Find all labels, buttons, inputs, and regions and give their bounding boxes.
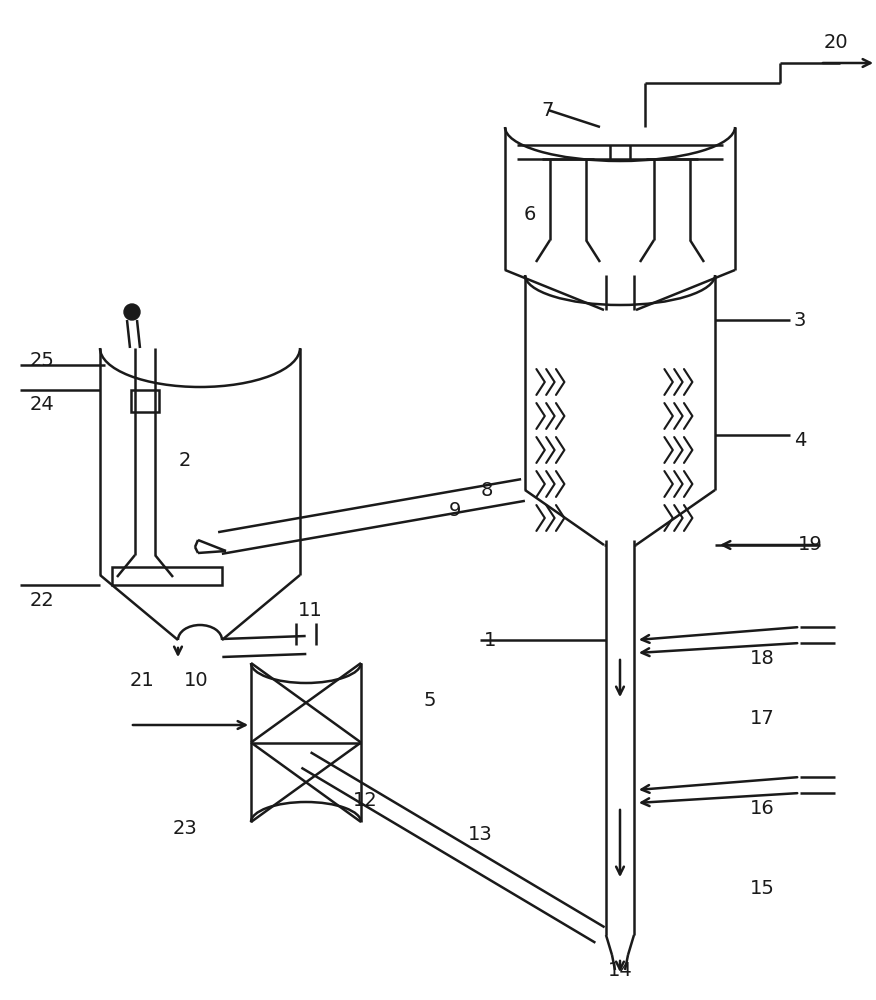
- Text: 11: 11: [298, 600, 322, 619]
- Text: 12: 12: [353, 790, 378, 810]
- Text: 6: 6: [524, 206, 536, 225]
- Text: 19: 19: [798, 536, 823, 554]
- Text: 7: 7: [542, 101, 555, 119]
- Text: 20: 20: [823, 32, 848, 51]
- Text: 1: 1: [484, 631, 496, 650]
- Text: 18: 18: [750, 648, 774, 668]
- Text: 25: 25: [30, 351, 54, 369]
- Text: 21: 21: [130, 670, 154, 690]
- Text: 23: 23: [173, 818, 197, 838]
- Text: 14: 14: [608, 960, 632, 980]
- Text: 17: 17: [750, 708, 774, 728]
- Text: 22: 22: [30, 590, 54, 609]
- Text: 8: 8: [481, 481, 493, 499]
- Text: 9: 9: [449, 500, 461, 520]
- Text: 2: 2: [179, 450, 191, 470]
- Text: 10: 10: [184, 670, 208, 690]
- Text: 3: 3: [794, 310, 806, 330]
- Bar: [131, 390, 159, 412]
- Text: 5: 5: [424, 690, 436, 710]
- Text: 13: 13: [468, 826, 492, 844]
- Text: 4: 4: [794, 430, 806, 450]
- Bar: [112, 567, 222, 585]
- Text: 15: 15: [750, 879, 774, 898]
- Text: 24: 24: [30, 395, 54, 414]
- Text: 16: 16: [750, 798, 774, 818]
- Circle shape: [124, 304, 140, 320]
